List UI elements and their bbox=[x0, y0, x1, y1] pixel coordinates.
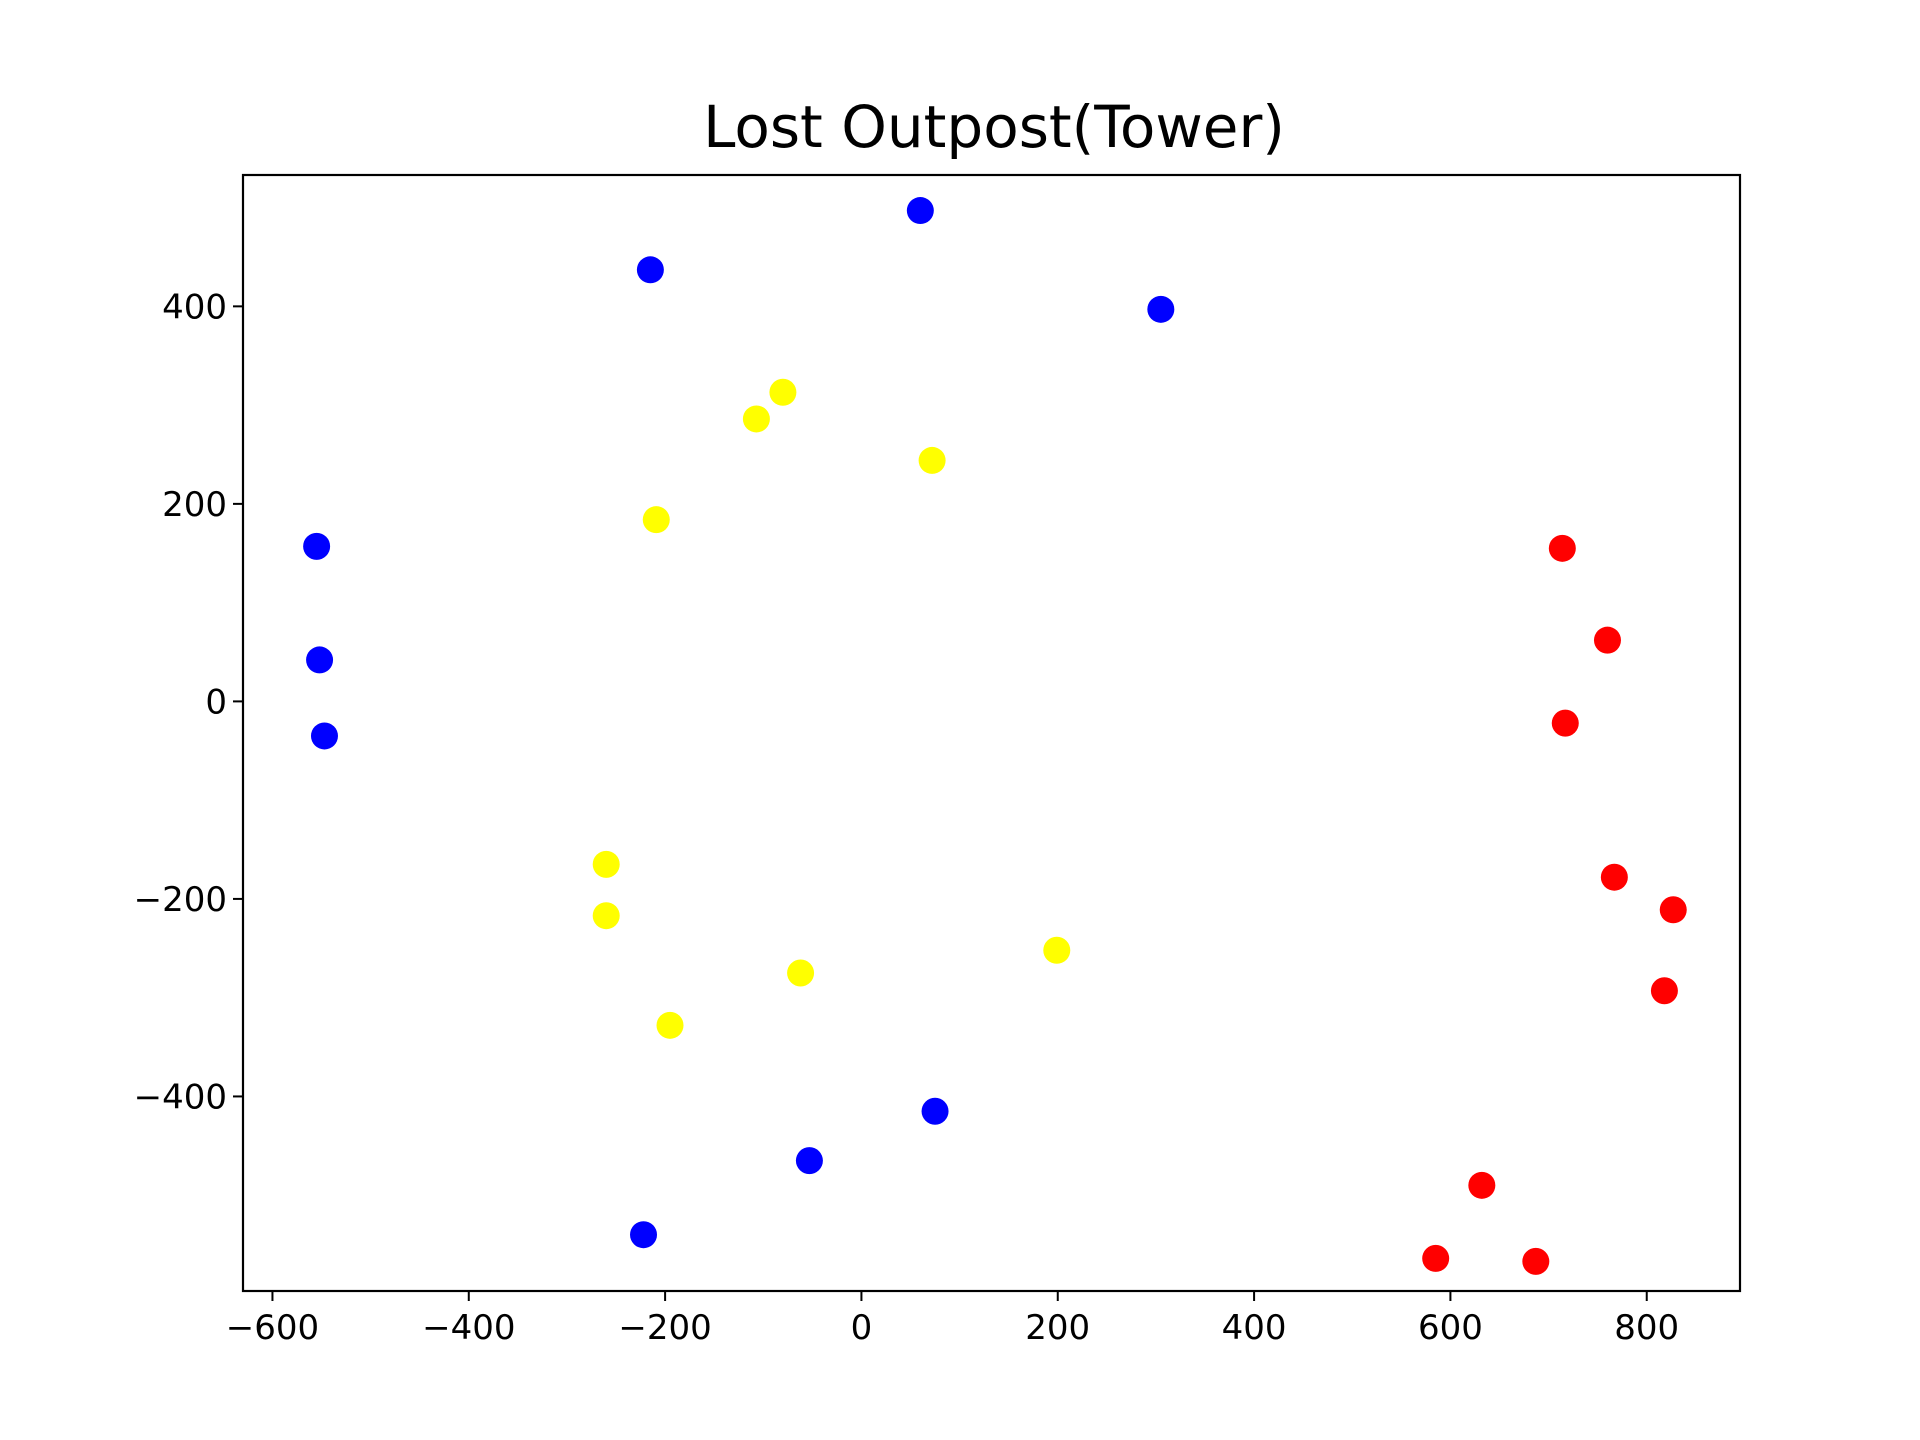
data-point-series-2 bbox=[592, 850, 620, 878]
data-point-series-3 bbox=[1593, 626, 1621, 654]
data-point-series-1 bbox=[636, 256, 664, 284]
data-point-series-2 bbox=[1043, 936, 1071, 964]
x-tick-label: 200 bbox=[1025, 1308, 1090, 1348]
data-point-series-1 bbox=[310, 722, 338, 750]
data-point-series-2 bbox=[642, 506, 670, 534]
data-point-series-2 bbox=[592, 902, 620, 930]
x-tick-label: −200 bbox=[618, 1308, 711, 1348]
data-points bbox=[303, 197, 1687, 1275]
data-point-series-2 bbox=[918, 446, 946, 474]
data-point-series-2 bbox=[787, 959, 815, 987]
data-point-series-3 bbox=[1548, 534, 1576, 562]
x-tick-label: 0 bbox=[851, 1308, 873, 1348]
data-point-series-1 bbox=[921, 1097, 949, 1125]
x-axis: −600 −400 −200 0 200 400 600 800 bbox=[226, 1291, 1679, 1348]
data-point-series-1 bbox=[630, 1221, 658, 1249]
data-point-series-1 bbox=[306, 646, 334, 674]
y-tick-label: −200 bbox=[134, 880, 227, 920]
plot-frame bbox=[241, 173, 1742, 1293]
data-point-series-1 bbox=[1147, 295, 1175, 323]
y-tick-label: 400 bbox=[162, 287, 227, 327]
data-point-series-3 bbox=[1468, 1171, 1496, 1199]
y-tick-label: 200 bbox=[162, 485, 227, 525]
y-tick-label: −400 bbox=[134, 1077, 227, 1117]
data-point-series-3 bbox=[1551, 709, 1579, 737]
data-point-series-3 bbox=[1422, 1244, 1450, 1272]
data-point-series-3 bbox=[1600, 863, 1628, 891]
data-point-series-3 bbox=[1650, 977, 1678, 1005]
data-point-series-2 bbox=[769, 378, 797, 406]
data-point-series-1 bbox=[303, 532, 331, 560]
chart-title: Lost Outpost(Tower) bbox=[703, 93, 1285, 161]
data-point-series-2 bbox=[656, 1011, 684, 1039]
x-tick-label: 600 bbox=[1418, 1308, 1483, 1348]
data-point-series-3 bbox=[1659, 896, 1687, 924]
data-point-series-1 bbox=[795, 1147, 823, 1175]
data-point-series-3 bbox=[1522, 1247, 1550, 1275]
x-tick-label: 400 bbox=[1222, 1308, 1287, 1348]
data-point-series-1 bbox=[906, 197, 934, 225]
x-tick-label: −600 bbox=[226, 1308, 319, 1348]
x-tick-label: 800 bbox=[1614, 1308, 1679, 1348]
y-tick-label: 0 bbox=[205, 682, 227, 722]
x-tick-label: −400 bbox=[422, 1308, 515, 1348]
y-axis: −400 −200 0 200 400 bbox=[134, 287, 243, 1117]
data-point-series-2 bbox=[742, 405, 770, 433]
